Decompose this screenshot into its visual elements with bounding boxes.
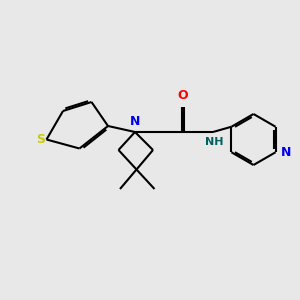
Text: S: S: [37, 133, 46, 146]
Text: N: N: [130, 116, 140, 128]
Text: O: O: [178, 89, 188, 102]
Text: NH: NH: [205, 137, 224, 147]
Text: N: N: [281, 146, 291, 159]
